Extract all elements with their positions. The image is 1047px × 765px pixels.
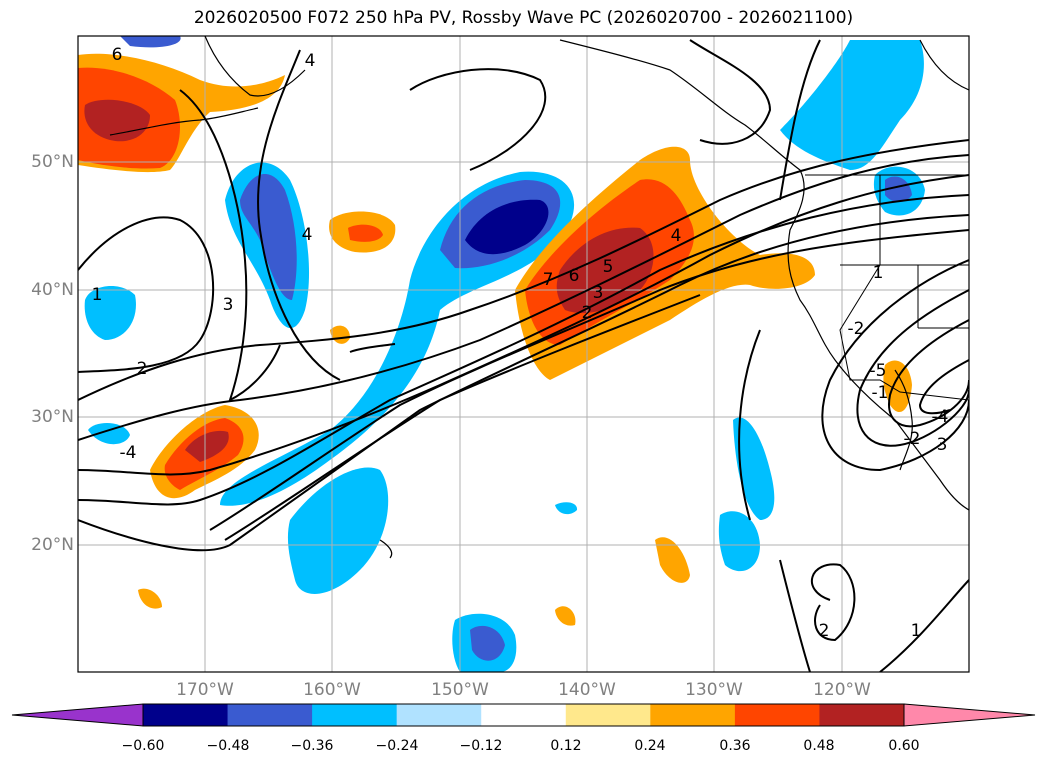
colorbar-tick: −0.60 [121, 738, 165, 754]
contour-label: 5 [603, 257, 614, 277]
colorbar-tick: 0.48 [803, 738, 835, 754]
contour-label: 2 [819, 621, 830, 641]
colorbar-tick: −0.48 [206, 738, 250, 754]
contour-label: -1 [872, 383, 889, 403]
colorbar-extend-min [11, 703, 144, 727]
colorbar-segment [396, 704, 482, 726]
colorbar-segment [650, 704, 736, 726]
colorbar-tick: 0.24 [634, 738, 666, 754]
contour-label: 1 [873, 263, 884, 283]
colorbar-tick: −0.12 [459, 738, 503, 754]
contour-label: -5 [870, 361, 887, 381]
contour-label: 3 [593, 283, 604, 303]
contour-label: -2 [848, 319, 865, 339]
contour-label: 3 [223, 295, 234, 315]
colorbar-tick: −0.36 [290, 738, 334, 754]
contour-labels: 6 4 3 2 -4 1 4 7 6 5 3 2 4 1 -2 -5 3 -4 … [92, 45, 949, 641]
contour-label: -2 [904, 429, 921, 449]
colorbar-tick: 0.36 [719, 738, 751, 754]
colorbar-segment [819, 704, 905, 726]
contour-label: 2 [582, 303, 593, 323]
contour-label: 1 [911, 621, 922, 641]
contour-label: 3 [937, 435, 948, 455]
colorbar-tick: 0.60 [888, 738, 920, 754]
colorbar-extend-max [903, 703, 1036, 727]
colorbar-segment [227, 704, 313, 726]
contour-label: 4 [671, 226, 682, 246]
colorbar-frame [142, 703, 905, 727]
lat-label: 50°N [31, 152, 74, 172]
colorbar-tick: −0.24 [375, 738, 419, 754]
lon-label: 140°W [558, 680, 616, 700]
lat-label: 30°N [31, 407, 74, 427]
lat-label: 40°N [31, 280, 74, 300]
coastlines [109, 36, 969, 559]
lat-label: 20°N [31, 535, 74, 555]
colorbar [11, 703, 1036, 727]
contour-label: 4 [302, 225, 313, 245]
colorbar-segment [481, 704, 567, 726]
colorbar-segment [565, 704, 651, 726]
plot-frame [77, 35, 970, 673]
borders [805, 174, 969, 401]
contour-label: 7 [543, 270, 554, 290]
positive-pv-anomalies [78, 53, 912, 626]
colorbar-segment [143, 704, 229, 726]
lon-label: 160°W [303, 680, 361, 700]
lon-label: 150°W [431, 680, 489, 700]
colorbar-segment [734, 704, 820, 726]
pv-contours [78, 39, 969, 672]
lon-label: 120°W [813, 680, 871, 700]
contour-label: 6 [569, 266, 580, 286]
contour-label: 6 [112, 45, 123, 65]
lon-label: 170°W [176, 680, 234, 700]
chart-title: 2026020500 F072 250 hPa PV, Rossby Wave … [193, 8, 854, 28]
contour-label: 4 [305, 51, 316, 71]
contour-label: -4 [120, 443, 137, 463]
contour-label: 1 [92, 285, 103, 305]
lon-label: 130°W [685, 680, 743, 700]
negative-pv-anomalies [84, 36, 925, 672]
colorbar-tick: 0.12 [550, 738, 582, 754]
contour-label: 2 [137, 359, 148, 379]
colorbar-segment [312, 704, 398, 726]
contour-label: -4 [932, 407, 949, 427]
